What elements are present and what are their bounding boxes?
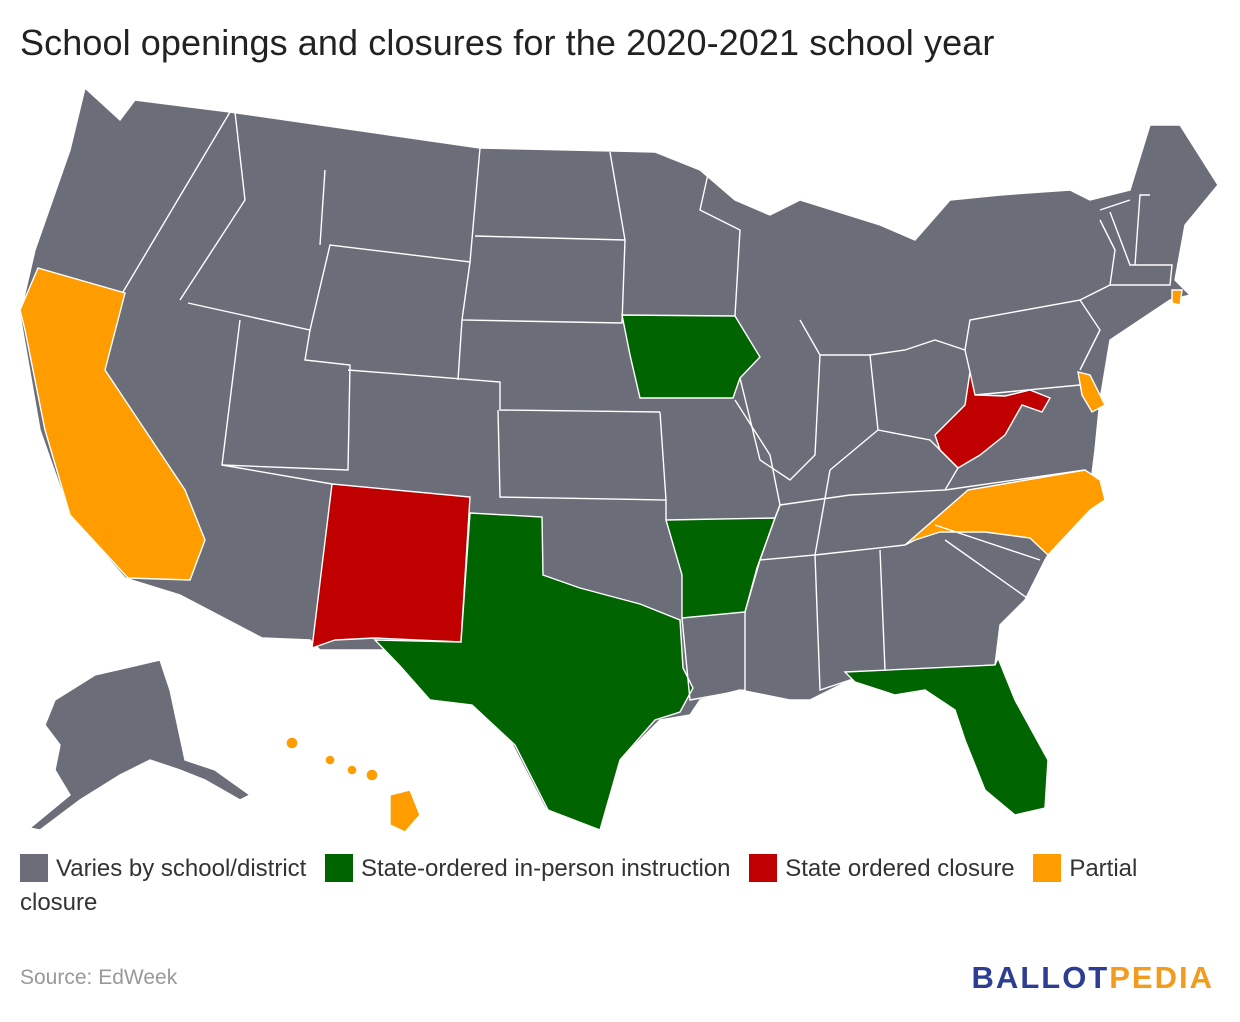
state-new-mexico [311,483,471,650]
legend-swatch-varies [20,854,48,882]
state-iowa [621,314,761,399]
logo-part-2: PEDIA [1109,960,1214,995]
legend-swatch-closure [749,854,778,882]
legend-item-closure: State ordered closure [749,854,1021,882]
state-borders [122,111,1173,701]
state-delaware [1077,371,1106,413]
state-west-virginia [934,371,1052,469]
legend-item-in-person: State-ordered in-person instruction [324,854,737,882]
legend-item-varies: Varies by school/district [20,854,313,882]
source-note: Source: EdWeek [20,966,178,989]
state-alaska [28,659,252,831]
legend-swatch-in-person [324,854,353,882]
legend-label-varies: Varies by school/district [56,855,307,882]
legend-label-in-person: State-ordered in-person instruction [360,855,731,882]
ballotpedia-logo: BALLOTPEDIA [972,960,1214,996]
logo-part-1: BALLOT [971,960,1110,995]
legend-swatch-partial [1033,854,1062,882]
state-hawaii [285,736,421,833]
state-rhode-island [1171,289,1183,306]
us-map [19,86,1219,833]
legend-item-partial: Partial closure [20,854,1138,916]
state-texas [373,512,694,831]
state-california [19,267,206,581]
legend-label-closure: State ordered closure [785,855,1015,882]
state-florida [843,656,1049,816]
chart-title: School openings and closures for the 202… [20,22,995,63]
legend: Varies by school/district State-ordered … [20,852,1220,920]
legend-label-partial: Partial closure [20,855,1138,916]
